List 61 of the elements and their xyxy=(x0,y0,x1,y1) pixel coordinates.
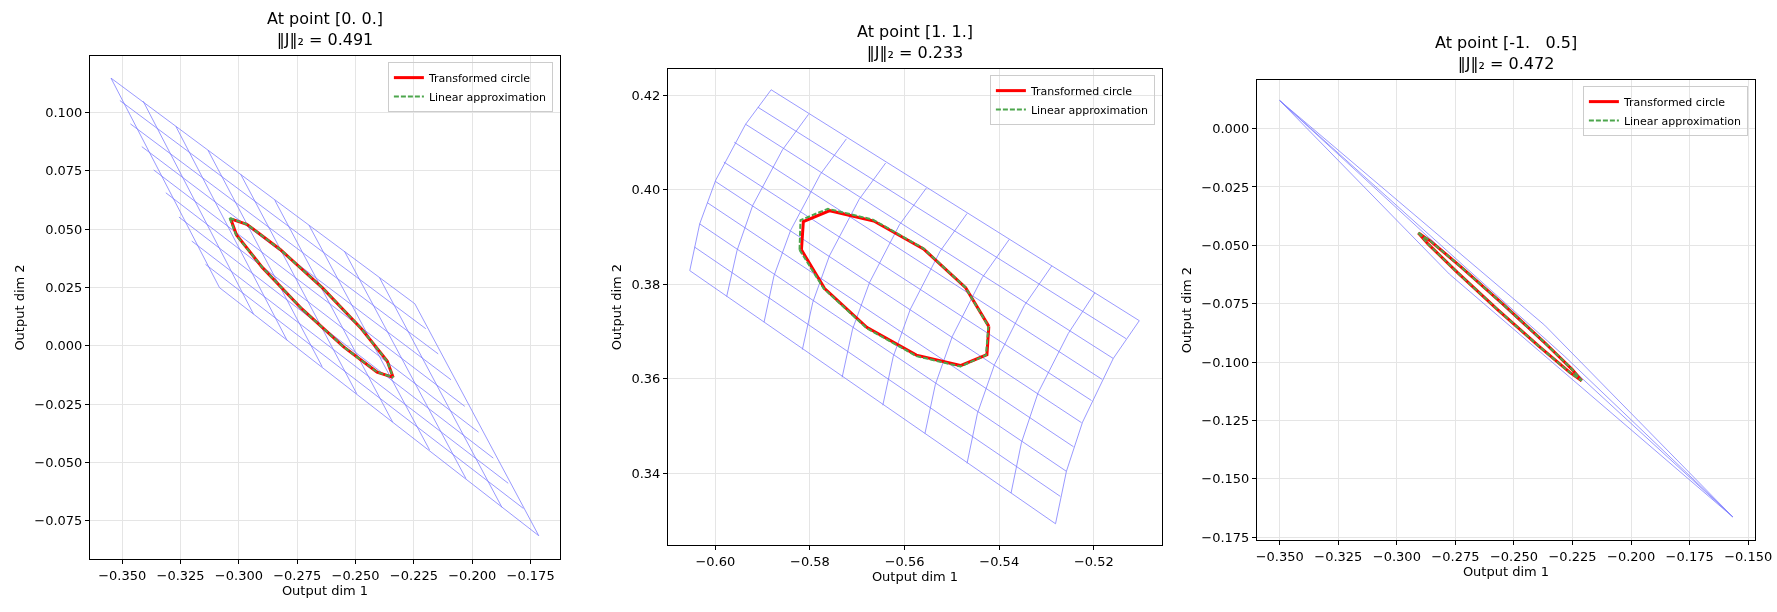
y-tick-label: −0.050 xyxy=(34,454,83,470)
y-tick-label: 0.38 xyxy=(631,276,661,292)
chart-subtitle: ‖J‖₂ = 0.472 xyxy=(1457,53,1555,73)
x-tick-label: −0.275 xyxy=(273,567,322,583)
x-tick-label: −0.275 xyxy=(1431,548,1480,564)
x-tick-label: −0.350 xyxy=(98,567,147,583)
x-tick-label: −0.175 xyxy=(1665,548,1714,564)
x-tick-label: −0.325 xyxy=(156,567,205,583)
y-tick-label: −0.150 xyxy=(1201,471,1250,487)
y-tick-label: 0.075 xyxy=(45,163,83,179)
y-axis-title: Output dim 2 xyxy=(609,263,625,351)
y-tick-label: 0.34 xyxy=(631,465,661,481)
y-tick-label: 0.025 xyxy=(45,280,83,295)
x-tick-label: −0.52 xyxy=(1073,553,1114,569)
y-tick-label: −0.050 xyxy=(1201,237,1250,253)
legend-label: Transformed circle xyxy=(427,71,531,85)
legend-label: Linear approximation xyxy=(1030,103,1149,117)
x-tick-label: −0.250 xyxy=(1489,548,1539,564)
x-tick-label: −0.200 xyxy=(448,567,497,583)
x-tick-label: −0.300 xyxy=(1372,548,1421,564)
y-tick-label: 0.42 xyxy=(631,87,661,103)
x-tick-label: −0.150 xyxy=(1724,548,1773,564)
chart-subtitle: ‖J‖₂ = 0.491 xyxy=(276,29,374,49)
y-tick-label: −0.025 xyxy=(1201,179,1250,195)
y-tick-label: −0.075 xyxy=(1201,296,1250,312)
x-tick-label: −0.250 xyxy=(331,567,380,583)
y-tick-label: 0.000 xyxy=(45,338,83,354)
x-tick-label: −0.225 xyxy=(389,567,438,583)
chart-subtitle: ‖J‖₂ = 0.233 xyxy=(866,42,964,62)
legend-label: Transformed circle xyxy=(1029,84,1133,98)
y-tick-label: 0.050 xyxy=(45,221,83,237)
x-tick-label: −0.60 xyxy=(695,553,736,569)
y-tick-label: 0.40 xyxy=(631,182,661,198)
legend-label: Linear approximation xyxy=(428,90,547,104)
x-tick-label: −0.200 xyxy=(1607,548,1656,564)
legend-label: Linear approximation xyxy=(1623,114,1742,128)
x-tick-label: −0.350 xyxy=(1255,548,1304,564)
y-tick-label: 0.36 xyxy=(631,371,661,387)
y-axis-title: Output dim 2 xyxy=(1179,266,1195,354)
y-tick-label: −0.175 xyxy=(1201,529,1250,545)
chart-title: At point [-1. 0.5] xyxy=(1435,33,1578,52)
x-tick-label: −0.56 xyxy=(884,553,925,569)
y-tick-label: −0.075 xyxy=(34,513,83,529)
x-axis-title: Output dim 1 xyxy=(281,583,369,599)
x-axis-title: Output dim 1 xyxy=(871,569,959,585)
y-tick-label: 0.100 xyxy=(45,105,83,121)
y-tick-label: 0.000 xyxy=(1212,121,1250,137)
x-tick-label: −0.175 xyxy=(506,567,555,583)
y-axis-title: Output dim 2 xyxy=(12,264,28,351)
x-tick-label: −0.325 xyxy=(1314,548,1363,564)
y-tick-label: −0.100 xyxy=(1201,354,1250,370)
x-axis-title: Output dim 1 xyxy=(1462,564,1550,580)
x-tick-label: −0.300 xyxy=(214,567,263,583)
x-tick-label: −0.54 xyxy=(979,553,1020,569)
x-tick-label: −0.225 xyxy=(1548,548,1597,564)
legend-label: Transformed circle xyxy=(1622,95,1726,109)
chart-title: At point [1. 1.] xyxy=(857,22,974,41)
x-tick-label: −0.58 xyxy=(790,553,830,569)
chart-title: At point [0. 0.] xyxy=(267,9,384,28)
y-tick-label: −0.125 xyxy=(1201,413,1250,428)
y-tick-label: −0.025 xyxy=(34,396,83,412)
